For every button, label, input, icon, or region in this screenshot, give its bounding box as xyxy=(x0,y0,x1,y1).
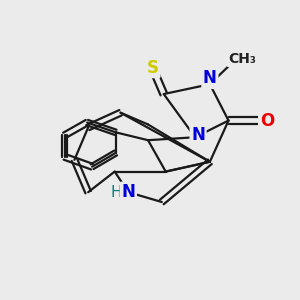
Text: N: N xyxy=(122,183,135,201)
Text: N: N xyxy=(191,126,205,144)
Text: S: S xyxy=(147,58,159,76)
Text: H: H xyxy=(111,185,122,200)
Text: N: N xyxy=(203,69,217,87)
Text: O: O xyxy=(260,112,274,130)
Text: CH₃: CH₃ xyxy=(228,52,256,66)
